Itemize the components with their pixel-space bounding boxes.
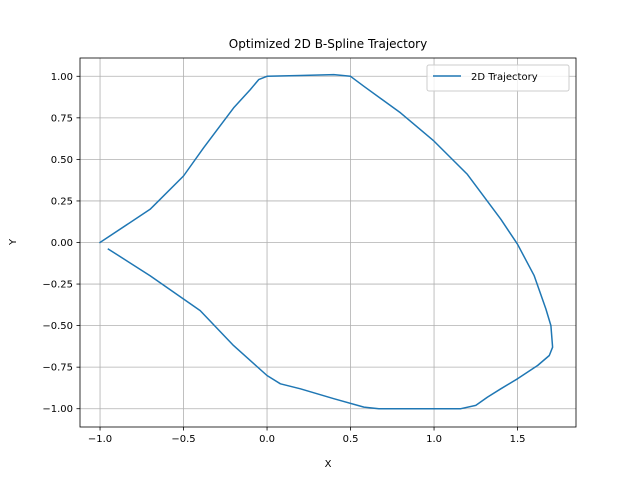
legend-box xyxy=(426,64,570,92)
legend: 2D Trajectory xyxy=(426,64,570,92)
y-tick-label: 1.00 xyxy=(51,72,73,83)
y-tick-label: −0.75 xyxy=(42,363,73,374)
x-axis-ticks: −1.0 −0.5 0.0 0.5 1.0 1.5 xyxy=(88,427,526,445)
y-tick-label: 0.25 xyxy=(51,196,73,207)
y-tick-label: 0.75 xyxy=(51,113,73,124)
x-tick-label: 1.5 xyxy=(510,434,526,445)
x-tick-label: 1.0 xyxy=(426,434,442,445)
series-layer xyxy=(98,73,554,410)
y-tick-label: −0.50 xyxy=(42,321,73,332)
x-axis-label: X xyxy=(325,459,332,470)
x-tick-label: 0.5 xyxy=(343,434,359,445)
trajectory-line xyxy=(98,73,554,410)
y-tick-label: 0.00 xyxy=(51,238,73,249)
y-tick-label: −0.25 xyxy=(42,280,73,291)
y-axis-ticks: 1.00 0.75 0.50 0.25 0.00 −0.25 −0.50 −0.75 −1.00 xyxy=(42,72,80,415)
y-tick-label: −1.00 xyxy=(42,404,73,415)
x-tick-label: −1.0 xyxy=(88,434,112,445)
y-axis-label: Y xyxy=(8,238,19,246)
chart-title: Optimized 2D B-Spline Trajectory xyxy=(229,37,427,51)
grid xyxy=(80,58,576,427)
x-tick-label: 0.0 xyxy=(259,434,275,445)
legend-label: 2D Trajectory xyxy=(471,72,538,83)
x-tick-label: −0.5 xyxy=(171,434,195,445)
y-tick-label: 0.50 xyxy=(51,155,73,166)
